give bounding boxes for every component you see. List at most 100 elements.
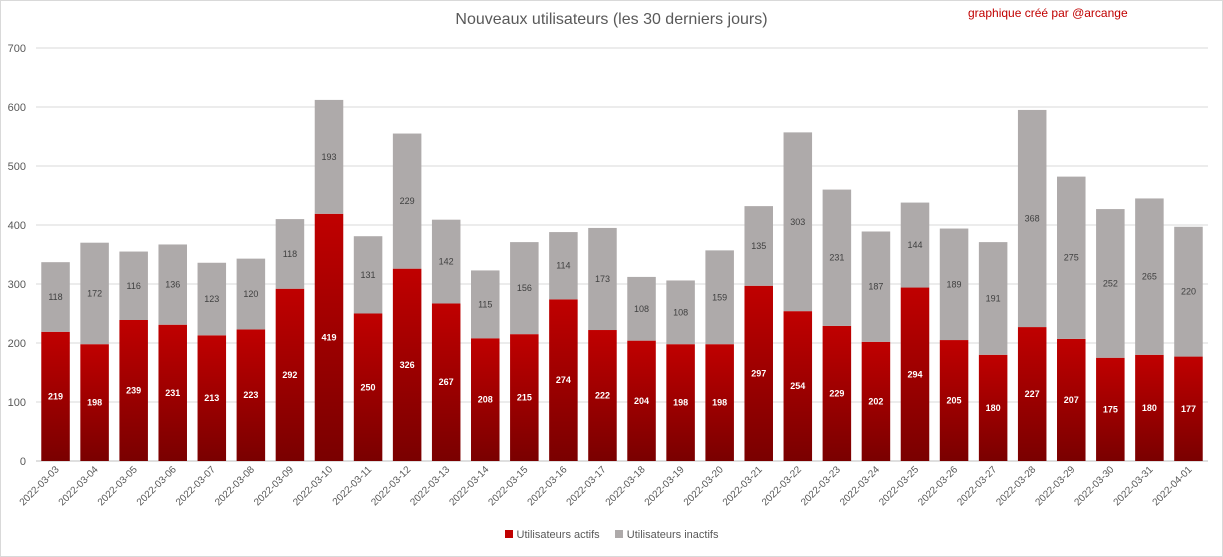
bar-active (236, 329, 266, 461)
data-label-inactive: 189 (947, 279, 962, 289)
bar-inactive (353, 236, 383, 314)
x-axis: 2022-03-032022-03-042022-03-052022-03-06… (18, 464, 1195, 508)
x-tick-label: 2022-03-13 (408, 464, 452, 508)
bar-active (627, 340, 656, 461)
data-label-inactive: 131 (361, 270, 376, 280)
bar-inactive (158, 244, 187, 325)
data-label-inactive: 136 (165, 280, 180, 290)
bar-inactive (783, 132, 813, 312)
bar-active (1057, 338, 1086, 461)
x-tick-label: 2022-03-21 (721, 464, 765, 508)
legend-item-active: Utilisateurs actifs (504, 529, 600, 541)
data-label-inactive: 159 (712, 292, 727, 302)
bar-inactive (236, 258, 266, 330)
data-label-inactive: 173 (595, 274, 610, 284)
data-label-inactive: 120 (243, 289, 258, 299)
data-label-inactive: 108 (634, 304, 649, 314)
data-label-active: 204 (634, 396, 649, 406)
x-tick-label: 2022-03-20 (682, 464, 726, 508)
x-tick-label: 2022-03-04 (57, 464, 101, 508)
x-tick-label: 2022-04-01 (1151, 464, 1195, 508)
bar-active (80, 344, 109, 461)
bar-active (314, 213, 344, 461)
bar-active (197, 335, 227, 461)
data-label-inactive: 116 (126, 281, 140, 291)
data-label-active: 198 (87, 398, 102, 408)
gridlines (36, 47, 1208, 462)
data-label-active: 198 (673, 398, 688, 408)
data-label-inactive: 108 (673, 307, 688, 317)
data-label-active: 222 (595, 391, 610, 401)
bar-inactive (510, 242, 539, 335)
bar-inactive (1135, 198, 1164, 355)
bar-active (1174, 356, 1203, 461)
bar-active (1017, 327, 1047, 461)
data-label-inactive: 187 (868, 282, 883, 292)
x-tick-label: 2022-03-12 (369, 464, 413, 508)
x-tick-label: 2022-03-18 (604, 464, 648, 508)
bar-active (158, 324, 187, 461)
bar-inactive (80, 242, 109, 345)
bar-active (588, 330, 617, 461)
x-tick-label: 2022-03-22 (760, 464, 804, 508)
bar-inactive (41, 262, 70, 332)
data-label-inactive: 252 (1103, 278, 1118, 288)
data-label-active: 208 (478, 395, 493, 405)
bar-active (900, 287, 930, 461)
data-label-inactive: 275 (1064, 253, 1079, 263)
bar-active (666, 344, 695, 461)
x-tick-label: 2022-03-03 (18, 464, 62, 508)
bar-inactive (588, 227, 617, 331)
bar-active (705, 344, 734, 461)
bar-inactive (549, 232, 578, 300)
bar-inactive (314, 99, 344, 214)
y-tick-label: 400 (8, 220, 26, 232)
data-label-inactive: 172 (87, 288, 102, 298)
chart-credit: graphique créé par @arcange (968, 6, 1128, 20)
x-tick-label: 2022-03-05 (96, 464, 140, 508)
data-label-active: 292 (282, 370, 297, 380)
bar-inactive (1174, 226, 1203, 357)
x-tick-label: 2022-03-29 (1033, 464, 1077, 508)
bar-active (1135, 354, 1164, 461)
data-label-active: 267 (439, 377, 454, 387)
x-tick-label: 2022-03-11 (331, 464, 375, 508)
bar-inactive (197, 262, 227, 336)
x-tick-label: 2022-03-31 (1112, 464, 1156, 508)
chart-title: Nouveaux utilisateurs (les 30 derniers j… (455, 11, 768, 28)
data-label-inactive: 220 (1181, 287, 1196, 297)
bar-inactive (119, 251, 148, 320)
data-label-active: 274 (556, 375, 571, 385)
bar-inactive (900, 202, 930, 288)
legend: Utilisateurs actifs Utilisateurs inactif… (0, 529, 1223, 541)
x-tick-label: 2022-03-23 (799, 464, 843, 508)
bar-inactive (1057, 176, 1086, 339)
bar-inactive (627, 276, 656, 341)
x-tick-label: 2022-03-09 (252, 464, 296, 508)
data-label-active: 205 (947, 396, 962, 406)
y-tick-label: 600 (8, 102, 26, 114)
data-label-active: 239 (126, 385, 141, 395)
y-axis: 0 100 200 300 400 500 600 700 (8, 43, 26, 468)
bars (41, 99, 1203, 461)
data-label-inactive: 144 (907, 240, 922, 250)
x-tick-label: 2022-03-27 (955, 464, 999, 508)
y-tick-label: 700 (8, 43, 26, 55)
data-label-inactive: 123 (204, 294, 219, 304)
bar-inactive (431, 219, 461, 304)
bar-active (783, 311, 813, 461)
legend-item-inactive: Utilisateurs inactifs (614, 529, 718, 541)
bar-active (939, 340, 969, 461)
x-tick-label: 2022-03-30 (1073, 464, 1117, 508)
x-tick-label: 2022-03-25 (877, 464, 921, 508)
bar-inactive (744, 206, 773, 286)
bar-inactive (705, 250, 734, 345)
data-labels: 219 118 198 172 239 116 231 136 213 123 223 120 292 1… (48, 152, 1196, 415)
data-label-active: 231 (165, 388, 180, 398)
x-tick-label: 2022-03-10 (291, 464, 335, 508)
bar-active (1096, 357, 1125, 461)
x-tick-label: 2022-03-06 (135, 464, 179, 508)
data-label-inactive: 115 (478, 299, 492, 309)
bar-active (744, 285, 773, 461)
